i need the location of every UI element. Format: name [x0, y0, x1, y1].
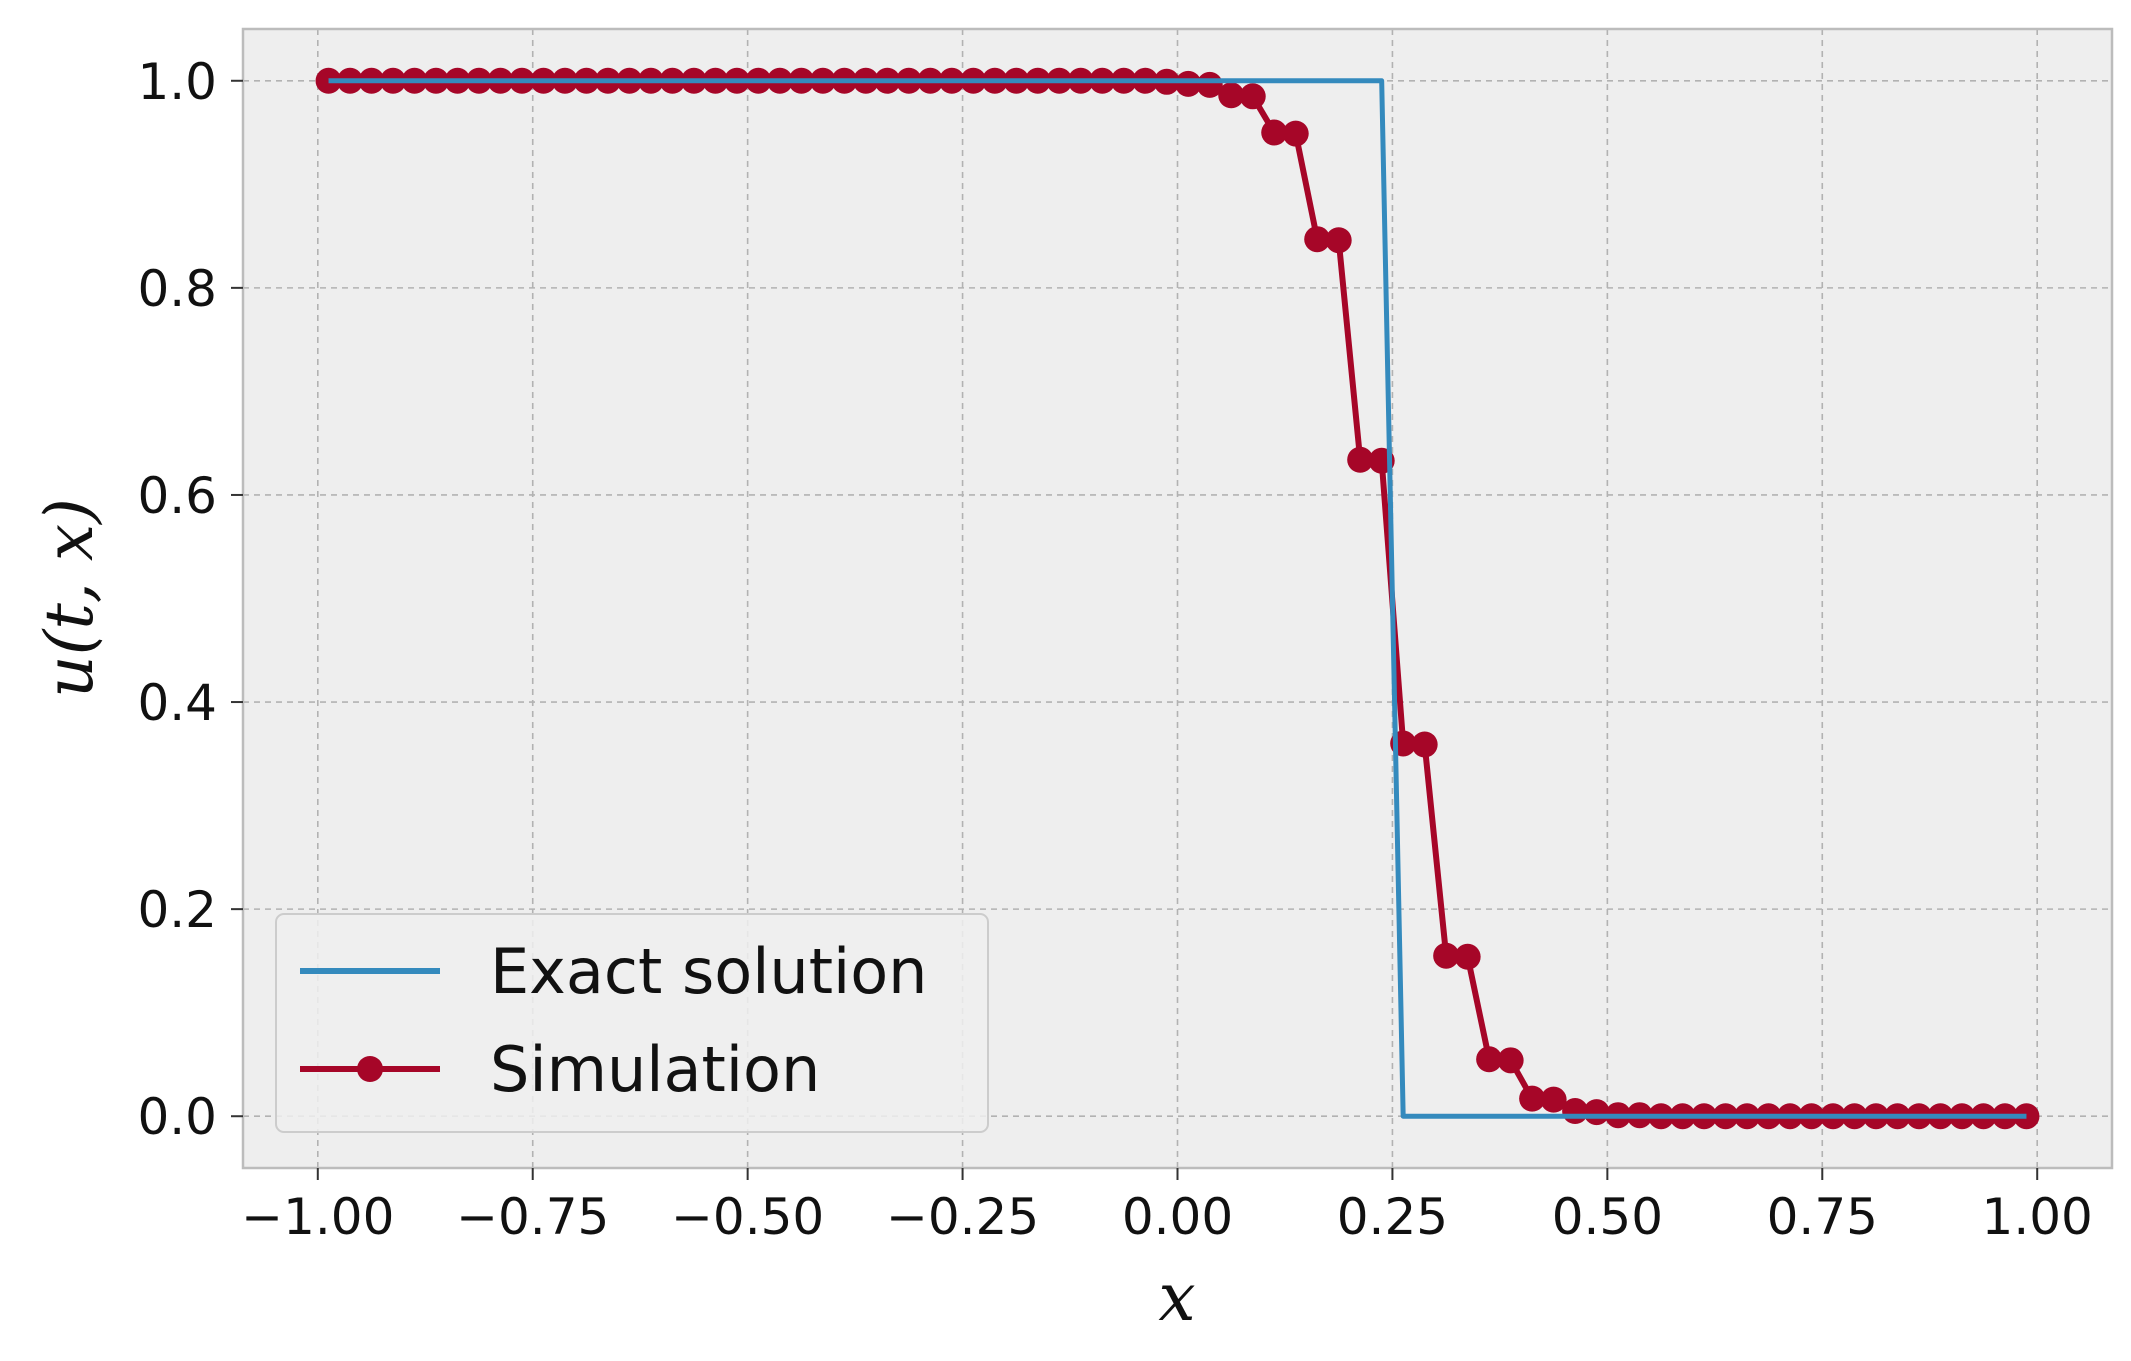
data-point-simulation	[1497, 1047, 1524, 1074]
series-line-exact-solution	[328, 78, 2027, 1119]
x-tick-label: 1.00	[1982, 1188, 2093, 1246]
x-tick-label: 0.50	[1552, 1188, 1663, 1246]
ticks: −1.00 −0.75 −0.50 −0.25 0.00 0.25 0.50 0.75 1.00…	[137, 53, 2092, 1246]
data-point-simulation	[1325, 227, 1352, 254]
legend-box	[275, 913, 989, 1133]
data-point-simulation	[1454, 943, 1481, 970]
x-tick-label: −0.50	[671, 1188, 824, 1246]
legend: Exact solution Simulation	[275, 913, 989, 1133]
y-tick-label: 1.0	[137, 53, 217, 111]
data-point-simulation	[1540, 1086, 1567, 1113]
data-point-simulation	[1433, 942, 1460, 969]
y-tick-label: 0.6	[137, 467, 217, 525]
data-point-simulation	[1519, 1085, 1546, 1112]
x-tick-label: 0.75	[1767, 1188, 1878, 1246]
data-point-simulation	[1218, 82, 1245, 109]
y-tick-label: 0.2	[137, 881, 217, 939]
x-axis-label: x	[1158, 1259, 1195, 1336]
x-tick-label: −0.25	[886, 1188, 1039, 1246]
y-tick-label: 0.0	[137, 1088, 217, 1146]
data-point-simulation	[1175, 70, 1202, 97]
legend-marker-simulation	[357, 1056, 383, 1082]
data-point-simulation	[1347, 446, 1374, 473]
data-point-simulation	[1261, 119, 1288, 146]
data-point-simulation	[1282, 120, 1309, 147]
x-tick-label: 0.00	[1122, 1188, 1233, 1246]
x-tick-label: 0.25	[1337, 1188, 1448, 1246]
y-tick-label: 0.4	[137, 674, 217, 732]
data-point-simulation	[1411, 731, 1438, 758]
legend-label-simulation: Simulation	[490, 1033, 820, 1106]
data-point-simulation	[1476, 1046, 1503, 1073]
data-point-simulation	[1304, 226, 1331, 253]
data-point-simulation	[1239, 83, 1266, 110]
x-tick-label: −1.00	[241, 1188, 394, 1246]
y-tick-label: 0.8	[137, 260, 217, 318]
x-tick-label: −0.75	[456, 1188, 609, 1246]
y-axis-label: u(t, x)	[31, 498, 108, 698]
legend-label-exact-solution: Exact solution	[490, 935, 927, 1008]
series-layer	[315, 67, 2040, 1130]
